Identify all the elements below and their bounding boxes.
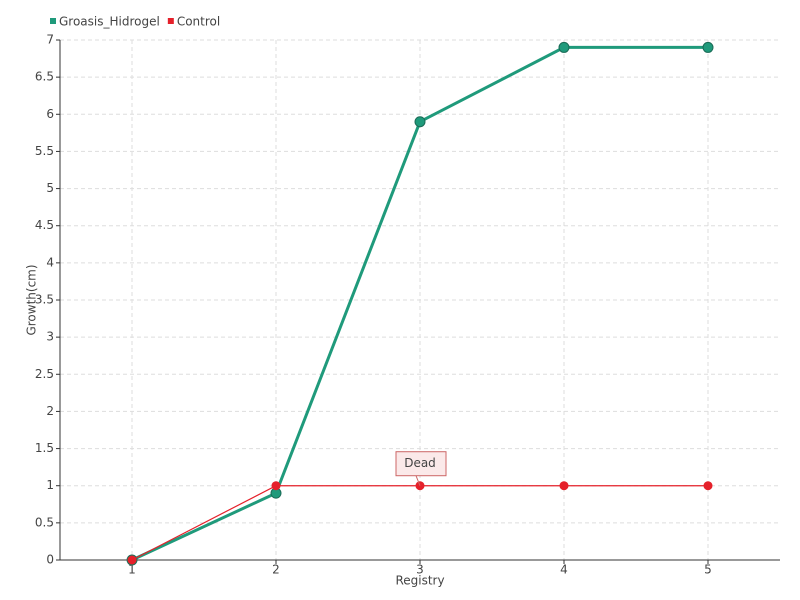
y-tick-label: 3 (46, 330, 54, 344)
y-tick-label: 7 (46, 33, 54, 47)
y-tick-label: 5 (46, 181, 54, 195)
y-tick-label: 1 (46, 478, 54, 492)
x-axis-title: Registry (395, 574, 444, 588)
y-tick-label: 6 (46, 107, 54, 121)
data-point (414, 116, 426, 128)
data-point (271, 481, 281, 491)
data-point (127, 555, 137, 565)
data-point (702, 41, 714, 53)
legend-swatch (50, 18, 56, 24)
legend-label: Control (177, 15, 220, 29)
annotation-label: Dead (404, 456, 436, 470)
data-point (559, 481, 569, 491)
x-tick-label: 4 (560, 563, 568, 577)
y-tick-label: 0.5 (35, 515, 54, 529)
y-tick-label: 4 (46, 255, 54, 269)
annotation-box (395, 451, 447, 477)
data-point (558, 41, 570, 53)
y-tick-label: 2.5 (35, 367, 54, 381)
y-axis-title: Growth(cm) (25, 264, 39, 335)
x-tick-label: 1 (128, 563, 136, 577)
y-tick-label: 2 (46, 404, 54, 418)
x-tick-label: 2 (272, 563, 280, 577)
legend-label: Groasis_Hidrogel (59, 15, 160, 29)
y-tick-label: 3.5 (35, 293, 54, 307)
y-tick-label: 4.5 (35, 218, 54, 232)
y-tick-label: 5.5 (35, 144, 54, 158)
data-point (703, 481, 713, 491)
y-tick-label: 1.5 (35, 441, 54, 455)
y-tick-label: 0 (46, 553, 54, 567)
annotation-pointer (415, 475, 421, 486)
x-tick-label: 5 (704, 563, 712, 577)
legend-swatch (167, 18, 174, 24)
x-tick-label: 3 (416, 563, 424, 577)
y-tick-label: 6.5 (35, 70, 54, 84)
